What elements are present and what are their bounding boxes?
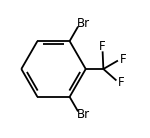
- Text: Br: Br: [77, 17, 90, 30]
- Text: F: F: [118, 75, 125, 89]
- Text: Br: Br: [77, 108, 90, 121]
- Text: F: F: [120, 53, 126, 66]
- Text: F: F: [99, 40, 106, 53]
